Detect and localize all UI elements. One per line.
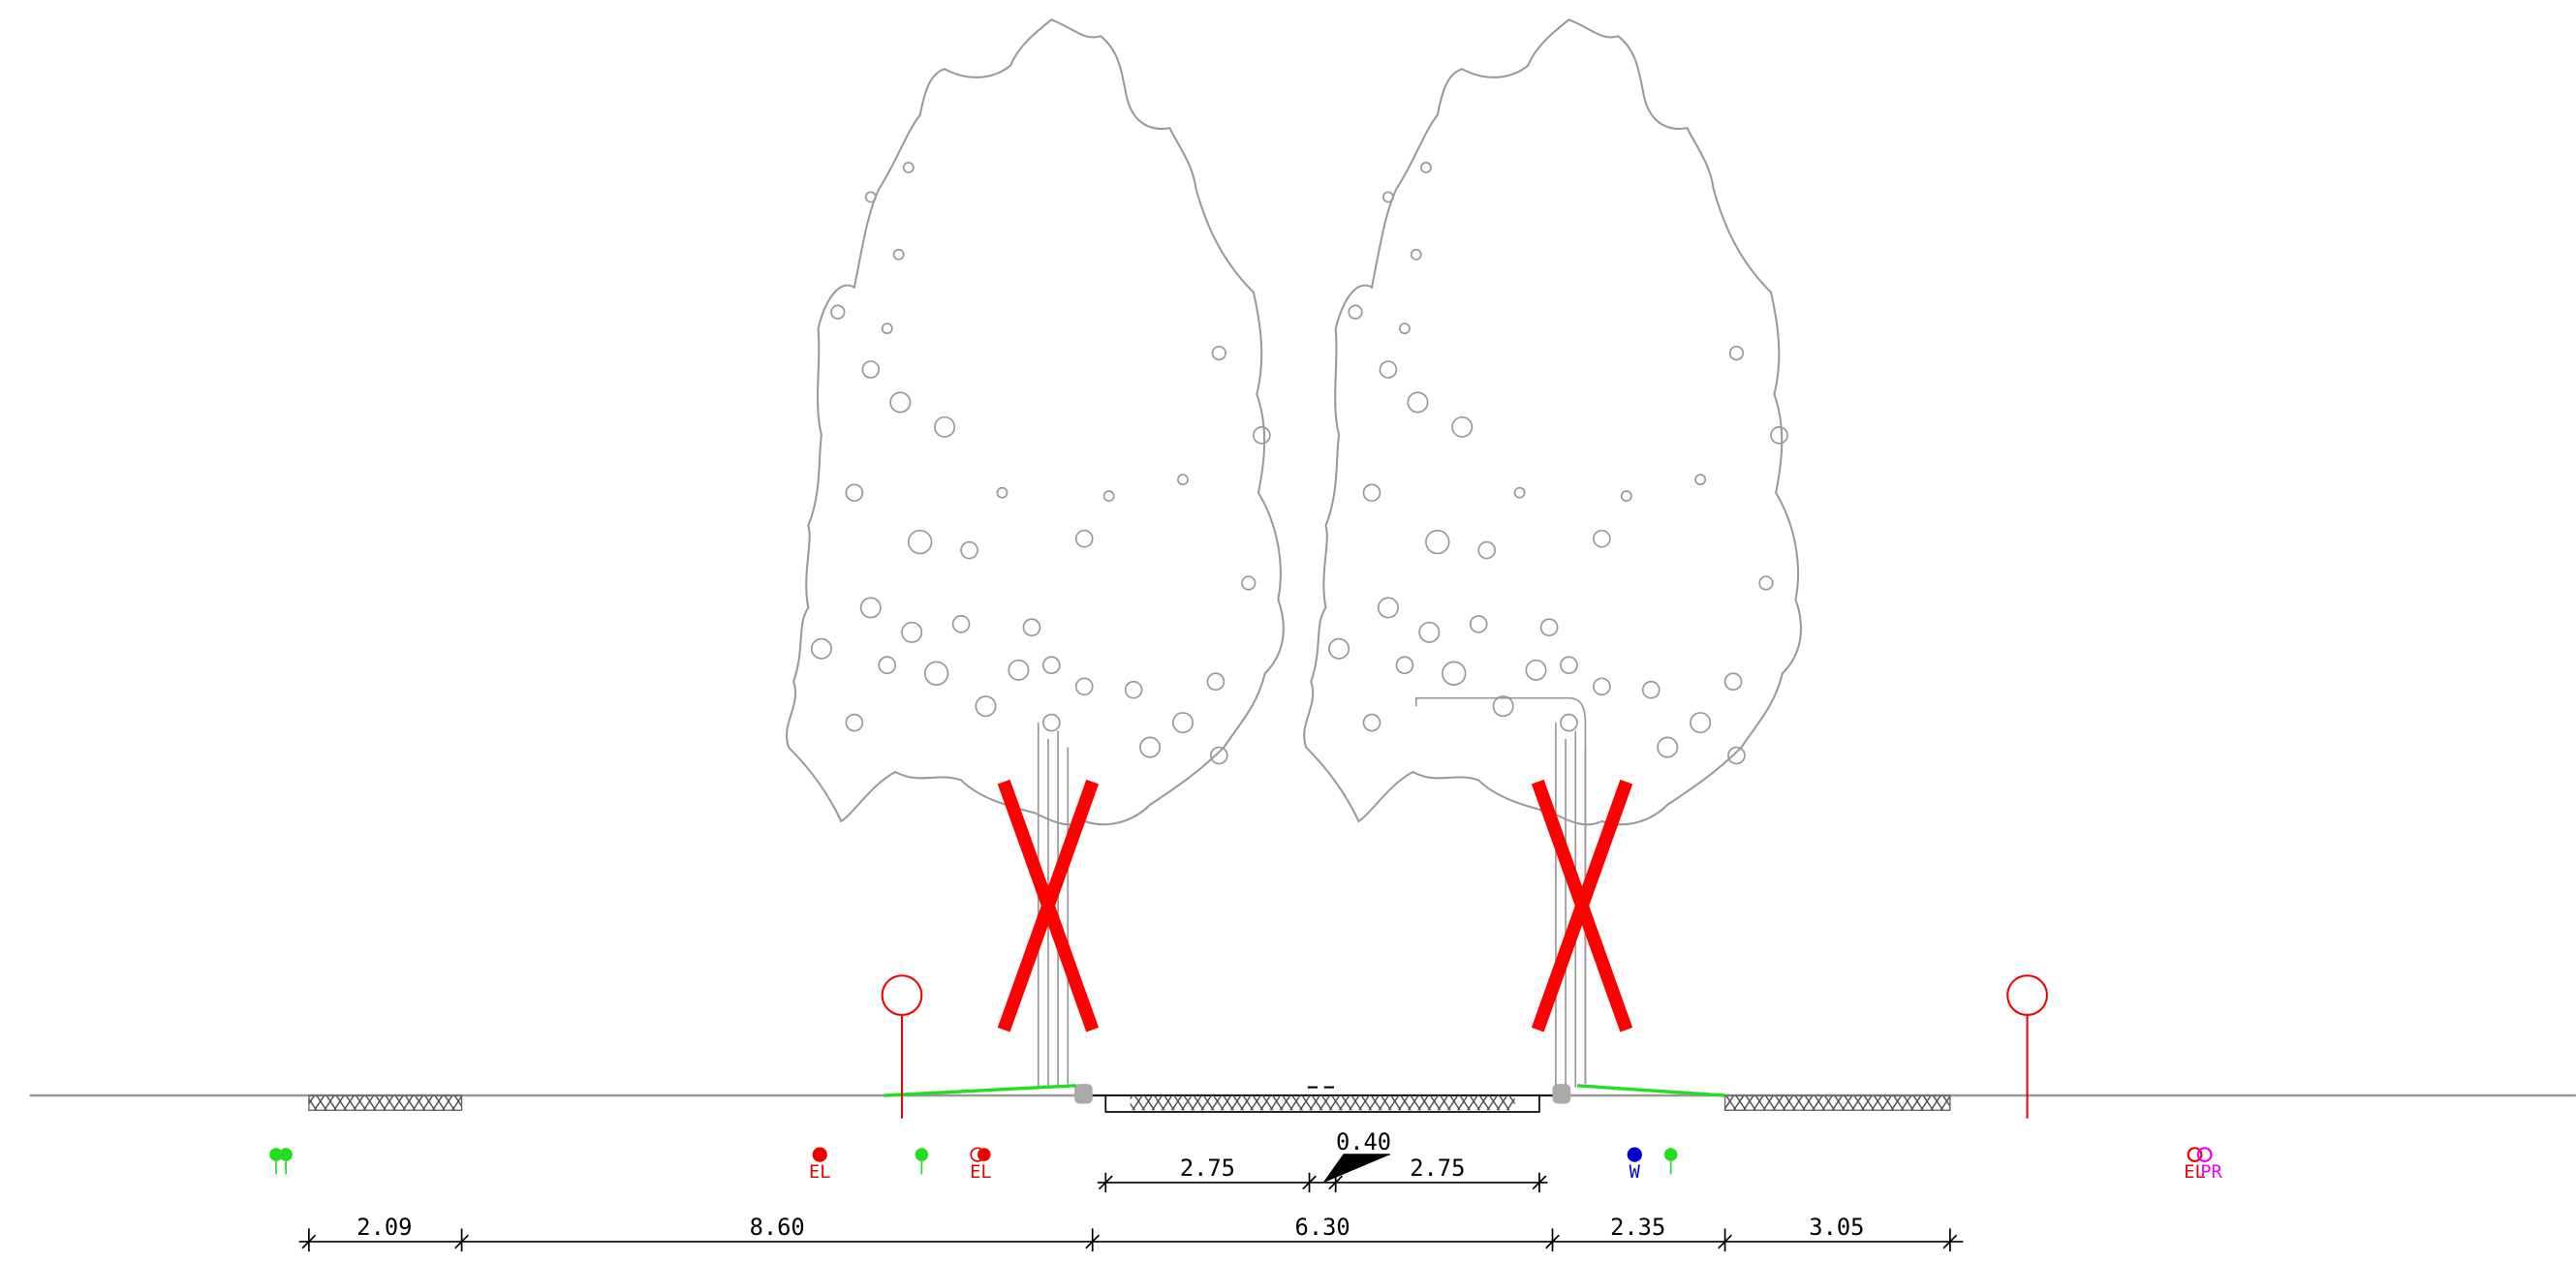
street-lamp <box>881 974 2048 1119</box>
kerb <box>1552 1084 1571 1104</box>
paving <box>1723 1094 1951 1111</box>
dimension-label: 3.05 <box>1809 1214 1864 1241</box>
dimension-label: 6.30 <box>1295 1214 1350 1241</box>
verge <box>884 1084 1725 1097</box>
kerb <box>1074 1084 1093 1104</box>
tree <box>1303 18 1803 1089</box>
paving <box>308 1094 463 1111</box>
dimension-label: 8.60 <box>750 1214 805 1241</box>
utility-label: EL <box>2184 1162 2205 1183</box>
dimension-label: 0.40 <box>1336 1128 1391 1155</box>
road-surface <box>1130 1095 1515 1111</box>
utility-label: W <box>1629 1162 1641 1183</box>
utilities <box>269 1147 2213 1175</box>
dimension-label: 2.75 <box>1180 1155 1235 1182</box>
removal-cross <box>997 779 1633 1032</box>
utility-label: EL <box>970 1162 991 1183</box>
dimension-label: 2.09 <box>357 1214 412 1241</box>
utility-label: EL <box>809 1162 830 1183</box>
dimension-label: 2.75 <box>1410 1155 1465 1182</box>
dimension-label: 2.35 <box>1610 1214 1665 1241</box>
dimension-lines <box>298 1154 1964 1252</box>
utility-label: PR <box>2200 1162 2222 1183</box>
